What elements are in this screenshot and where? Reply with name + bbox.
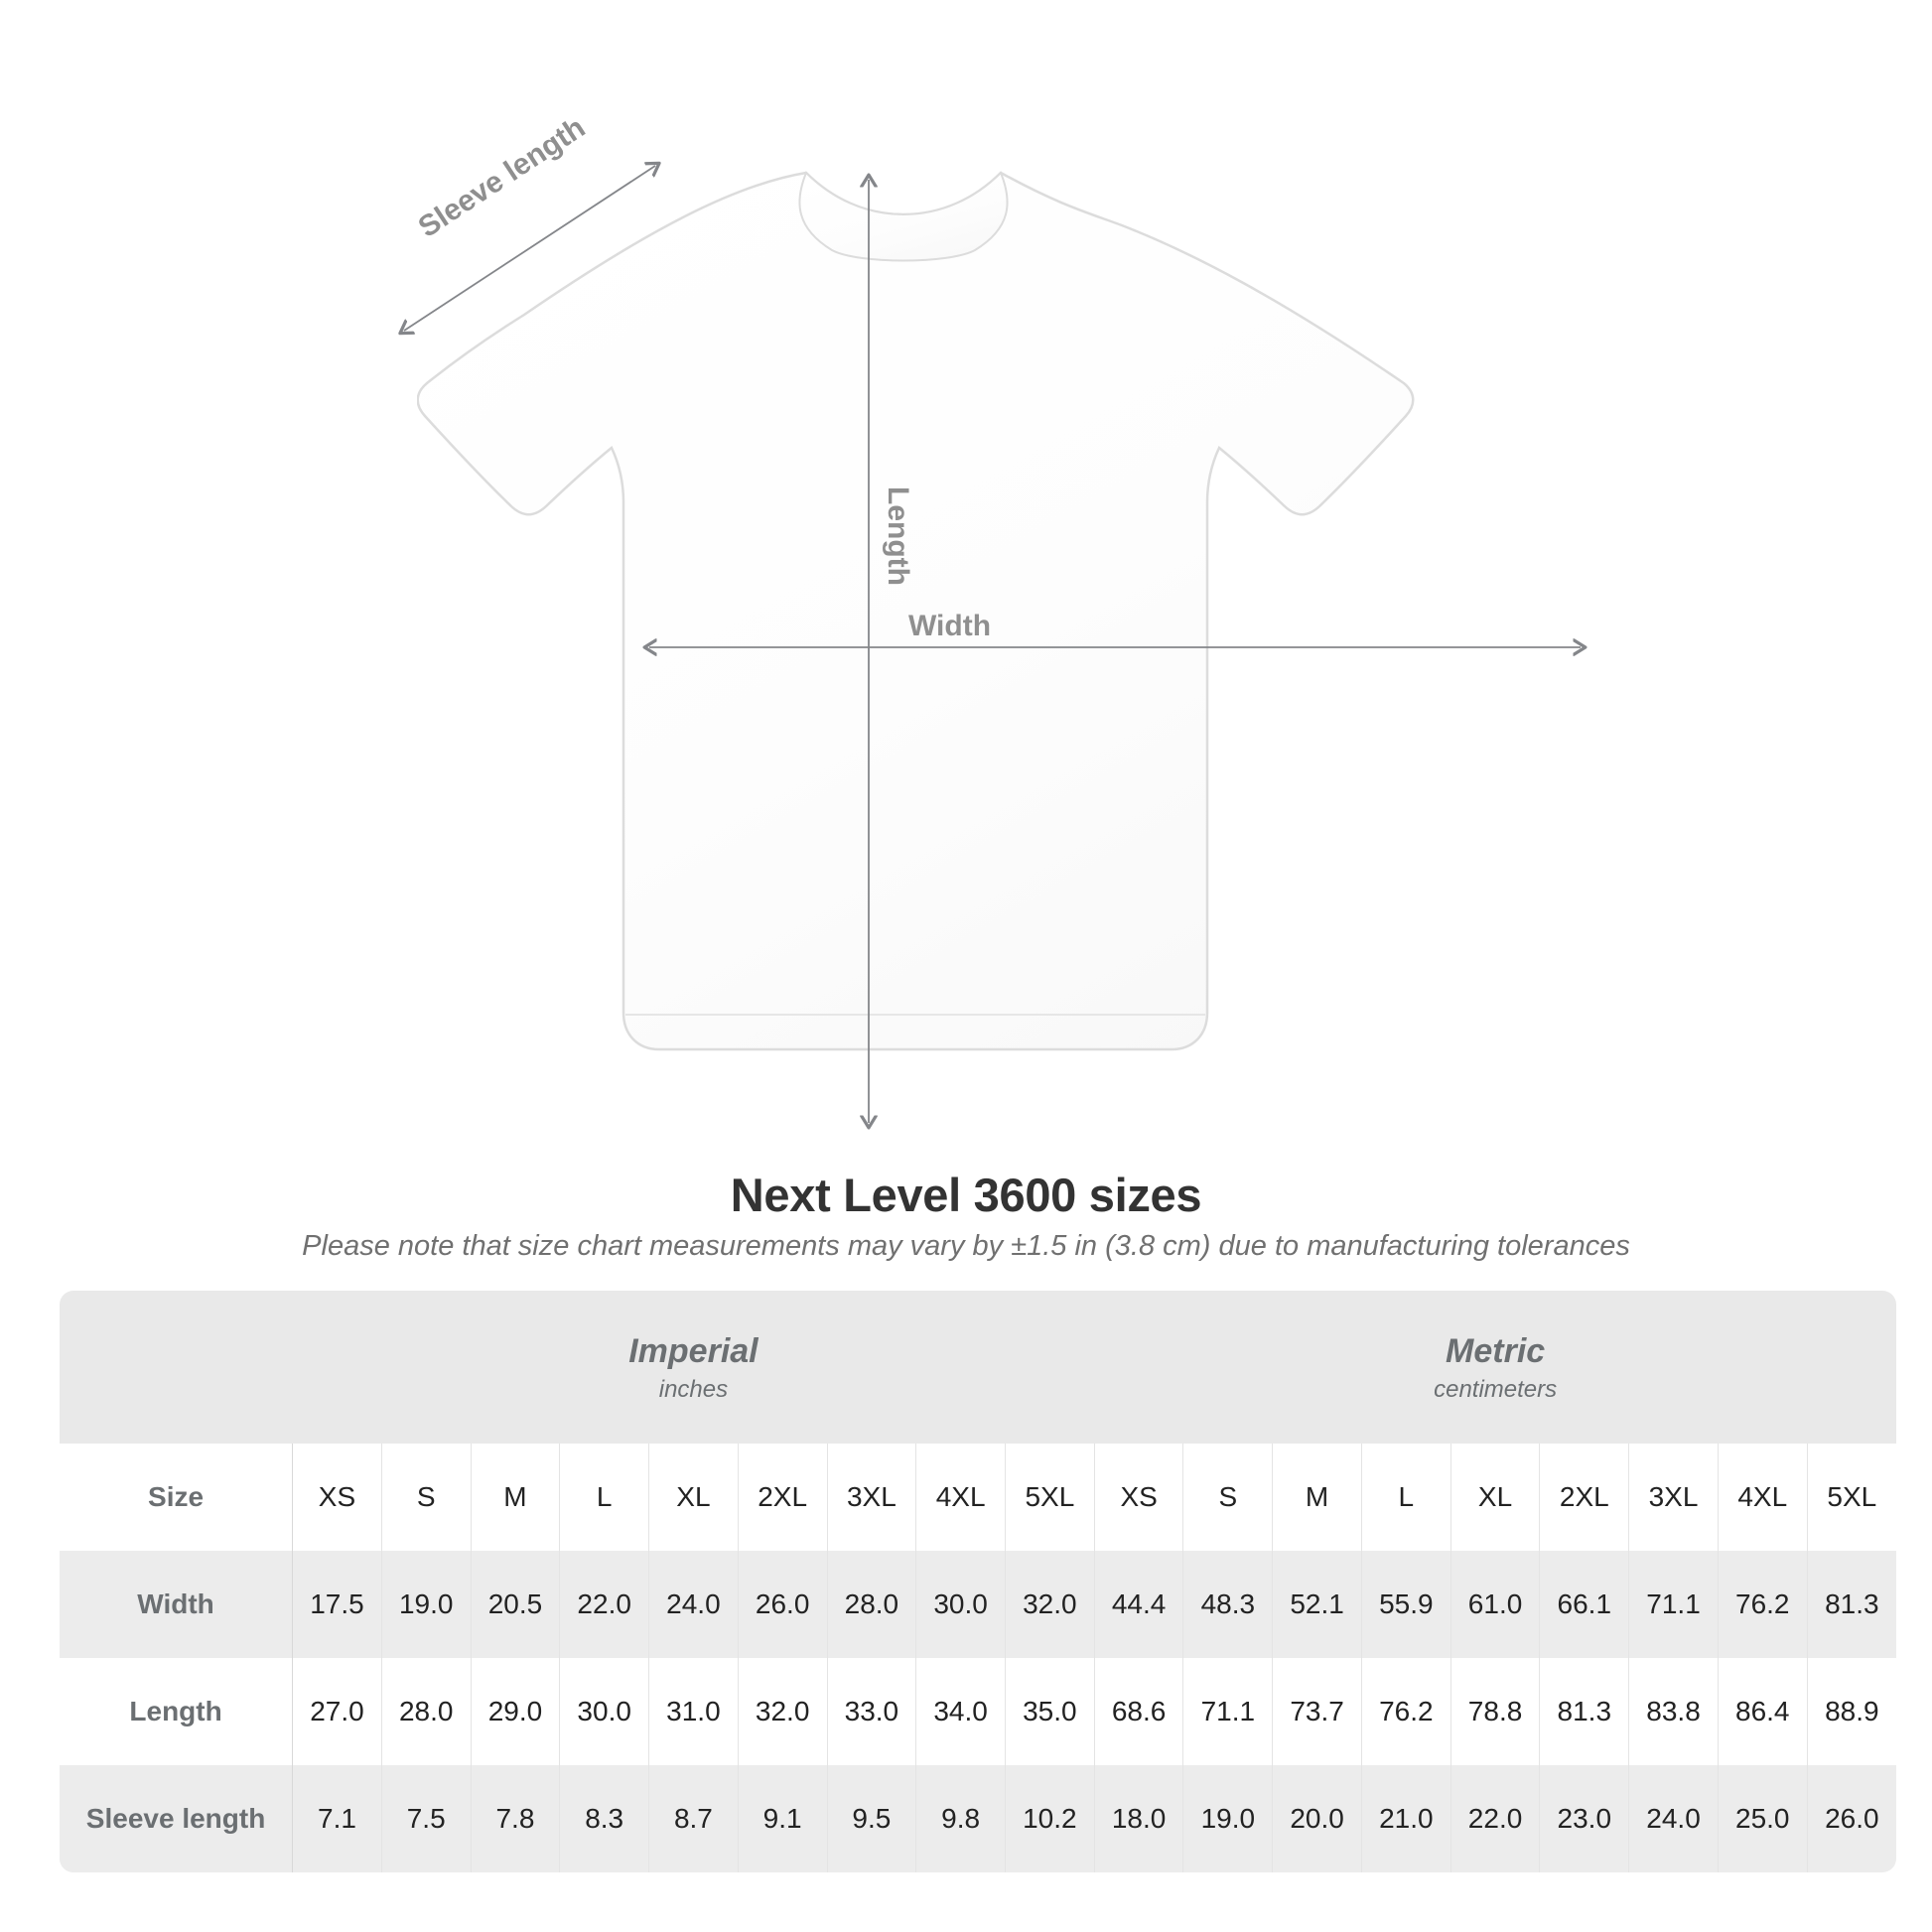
svg-text:Length: Length bbox=[882, 486, 914, 586]
svg-text:Width: Width bbox=[908, 610, 991, 642]
svg-text:Sleeve length: Sleeve length bbox=[413, 111, 592, 244]
